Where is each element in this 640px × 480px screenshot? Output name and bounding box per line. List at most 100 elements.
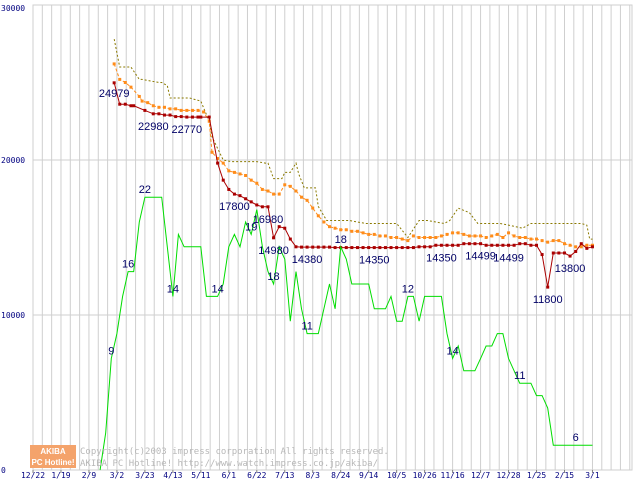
point-avg [255,181,259,185]
data-label: 16980 [253,214,284,226]
data-label: 14350 [359,255,390,267]
point-avg [529,237,533,241]
data-label: 22770 [172,124,203,136]
data-label: 12 [402,283,414,295]
point-min [546,285,550,289]
point-min [562,251,566,255]
point-avg [507,231,511,235]
point-avg [339,228,343,232]
point-min [557,251,561,255]
point-avg [479,234,483,238]
point-min [406,246,410,250]
point-avg [372,232,376,236]
point-min [574,249,578,253]
point-avg [151,104,155,108]
point-avg [232,170,236,174]
point-avg [266,189,270,193]
point-avg [129,85,133,89]
point-avg [118,77,122,81]
point-min [540,253,544,257]
point-min [221,178,225,182]
point-min [372,246,376,250]
point-avg [227,169,231,173]
point-min [395,246,399,250]
series-line-avg [113,63,593,248]
point-min [512,243,516,247]
data-label: 14 [446,345,458,357]
point-min [311,245,315,249]
point-avg [277,192,281,196]
point-avg [344,228,348,232]
point-avg [417,236,421,239]
y-tick-label: 0 [1,466,6,475]
point-min [439,243,443,247]
point-avg [546,240,550,244]
point-avg [389,236,393,239]
x-tick-label: 8/3 [306,471,321,480]
point-min [277,225,281,229]
point-min [123,102,127,106]
point-min [417,245,421,249]
data-label: 14980 [258,245,289,257]
point-min [322,245,326,249]
point-min [216,161,220,165]
point-min [495,243,499,247]
data-label: 13800 [555,263,586,275]
point-avg [439,234,443,238]
point-avg [568,243,572,247]
x-tick-label: 12/7 [471,471,490,480]
point-min [185,115,189,119]
point-min [428,245,432,249]
point-avg [190,108,194,112]
point-min [383,246,387,250]
data-label: 18 [335,234,347,246]
point-avg [490,234,494,238]
point-avg [311,206,315,210]
point-avg [590,243,594,247]
data-label: 17800 [219,201,250,213]
point-avg [288,184,292,188]
point-avg [518,236,522,239]
point-min [434,243,438,247]
point-avg [123,81,127,84]
x-tick-label: 3/23 [135,471,154,480]
point-min [473,242,477,246]
point-min [507,243,511,247]
point-avg [462,232,466,236]
point-avg [210,150,214,154]
point-avg [196,108,200,112]
series-lines [99,39,594,471]
point-min [179,115,183,119]
point-min [151,112,155,116]
point-avg [140,99,144,103]
y-tick-label: 20000 [1,156,25,165]
akiba-logo-top: AKIBA [40,447,66,456]
data-label: 18 [267,271,279,283]
data-label: 9 [108,345,114,357]
x-tick-label: 3/1 [585,471,600,480]
point-avg [355,229,359,233]
point-min [551,251,555,255]
x-axis-ticks: 12/22 1/19 2/9 3/2 3/23 4/13 5/11 6/1 6/22 7/13 8/… [21,470,600,480]
point-min [350,246,354,250]
point-avg [557,239,561,243]
point-avg [294,189,298,193]
point-min [305,245,309,249]
data-label: 14499 [493,252,524,264]
point-min [389,246,393,250]
data-label: 14 [211,283,223,295]
data-label: 22 [139,184,151,196]
x-tick-label: 1/19 [51,471,70,480]
point-avg [322,220,326,224]
point-avg [501,236,505,239]
point-avg [260,187,264,191]
point-min [143,108,147,112]
point-min [367,246,371,250]
point-avg [137,94,141,98]
watermark: AKIBA PC Hotline! Copyright(c)2003 impre… [30,445,389,469]
point-avg [361,231,365,235]
point-avg [523,236,527,239]
point-avg [579,245,583,249]
point-avg [162,105,166,109]
